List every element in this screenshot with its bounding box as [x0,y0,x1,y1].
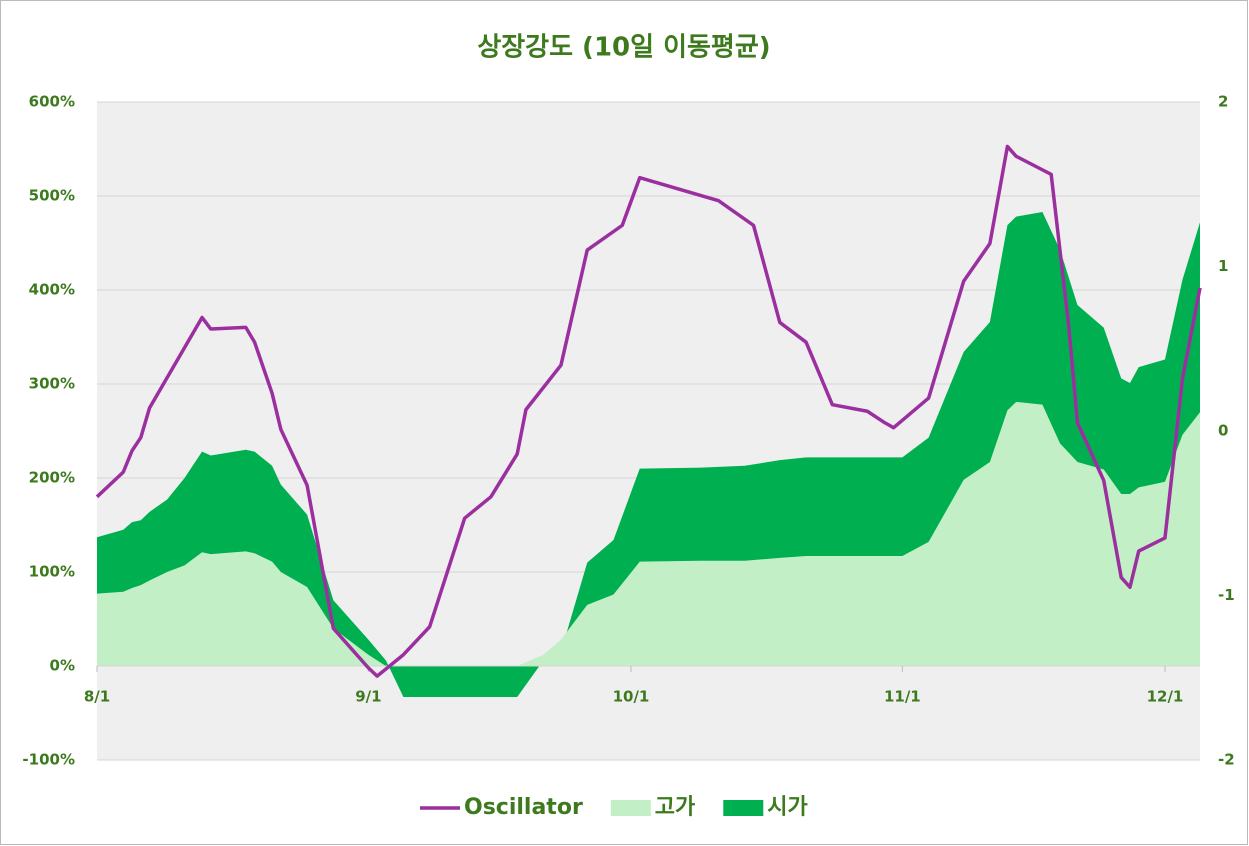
x-tick-label: 8/1 [84,688,110,706]
area [97,401,1200,666]
y-tick-label: 0% [50,657,75,675]
y-tick-label: 400% [29,281,75,299]
x-tick-label: 12/1 [1147,688,1184,706]
y-tick-label: 300% [29,375,75,393]
x-tick-label: 9/1 [355,688,381,706]
legend-swatch [723,800,764,816]
y-tick-label: 500% [29,187,75,205]
y2-tick-label: 0 [1218,422,1228,440]
x-tick-label: 11/1 [884,688,921,706]
line [95,144,1202,678]
y-tick-label: 600% [29,93,75,111]
y-tick-label: 100% [29,563,75,581]
y-tick-label: -100% [22,751,75,769]
legend-label: 시가 [767,795,807,820]
y-tick-label: 200% [29,469,75,487]
y2-tick-label: 2 [1218,93,1228,111]
legend-label: Oscillator [464,795,583,820]
legend-label: 고가 [655,795,695,820]
chart-title: 상장강도 (10일 이동평균) [477,33,770,63]
y2-tick-label: 1 [1218,257,1228,275]
y2-tick-label: -2 [1218,751,1235,769]
y2-tick-label: -1 [1218,586,1235,604]
x-tick-label: 10/1 [613,688,650,706]
legend-swatch [610,800,651,816]
